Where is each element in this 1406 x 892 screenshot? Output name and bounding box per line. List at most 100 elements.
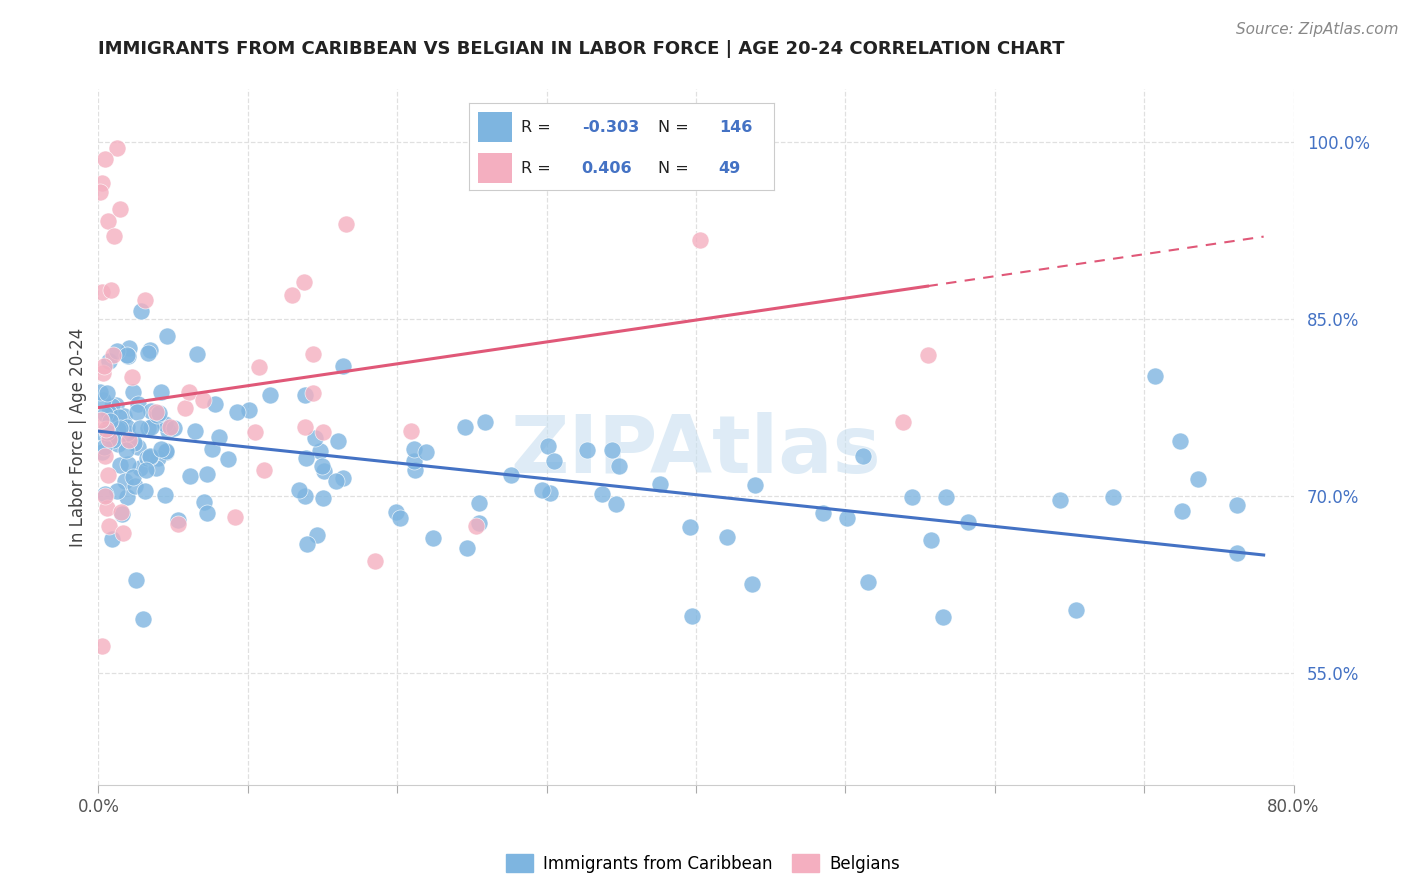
Point	[837, 510, 859, 524]
Point	[325, 474, 347, 488]
Point	[388, 511, 411, 525]
Point	[94, 422, 117, 436]
Point	[288, 483, 311, 498]
Point	[149, 384, 172, 399]
Point	[125, 405, 148, 419]
Point	[404, 454, 426, 468]
Point	[118, 433, 141, 447]
Point	[139, 404, 162, 418]
Point	[917, 347, 939, 361]
Point	[465, 518, 488, 533]
Point	[852, 450, 875, 464]
Point	[856, 574, 879, 589]
Point	[335, 217, 357, 231]
Point	[93, 440, 115, 454]
Point	[1143, 368, 1166, 383]
Point	[453, 420, 475, 434]
Point	[156, 329, 179, 343]
Point	[179, 468, 201, 483]
Point	[332, 470, 354, 484]
Point	[97, 214, 120, 228]
Point	[1171, 503, 1194, 517]
Point	[364, 554, 387, 568]
Point	[1226, 545, 1249, 559]
Point	[155, 445, 177, 459]
Point	[107, 422, 129, 436]
Point	[385, 505, 408, 519]
Point	[741, 576, 763, 591]
Point	[139, 449, 162, 463]
Point	[90, 444, 112, 458]
Point	[193, 392, 215, 407]
Point	[125, 573, 148, 587]
Point	[107, 437, 129, 451]
Point	[108, 202, 131, 216]
Point	[103, 430, 125, 444]
Point	[93, 393, 115, 408]
Point	[110, 505, 132, 519]
Point	[90, 413, 112, 427]
Point	[132, 612, 155, 626]
Point	[294, 420, 316, 434]
Point	[813, 506, 835, 520]
Point	[224, 509, 246, 524]
Point	[312, 425, 335, 439]
Point	[134, 293, 156, 307]
Point	[148, 406, 170, 420]
Point	[679, 520, 702, 534]
Point	[94, 408, 117, 422]
Point	[332, 359, 354, 373]
Point	[474, 415, 496, 429]
Point	[111, 507, 134, 521]
Point	[302, 347, 325, 361]
Point	[97, 353, 120, 368]
Point	[129, 460, 152, 475]
Point	[117, 458, 139, 472]
Y-axis label: In Labor Force | Age 20-24: In Labor Force | Age 20-24	[69, 327, 87, 547]
Point	[97, 468, 120, 483]
Point	[98, 414, 121, 428]
Point	[117, 426, 139, 441]
Point	[167, 516, 190, 531]
Text: ZIPAtlas: ZIPAtlas	[510, 412, 882, 490]
Point	[935, 491, 957, 505]
Point	[145, 461, 167, 475]
Point	[128, 420, 150, 434]
Text: Source: ZipAtlas.com: Source: ZipAtlas.com	[1236, 22, 1399, 37]
Point	[127, 441, 149, 455]
Point	[193, 494, 215, 508]
Point	[312, 491, 335, 505]
Point	[138, 450, 160, 464]
Point	[309, 443, 332, 458]
Point	[891, 415, 914, 429]
Point	[98, 518, 121, 533]
Point	[1226, 498, 1249, 512]
Point	[100, 283, 122, 297]
Point	[103, 228, 125, 243]
Point	[121, 370, 143, 384]
Point	[186, 347, 208, 361]
Point	[167, 513, 190, 527]
Point	[456, 541, 478, 556]
Point	[157, 424, 180, 438]
Point	[148, 412, 170, 426]
Point	[122, 470, 145, 484]
Point	[93, 449, 115, 463]
Point	[94, 487, 117, 501]
Point	[1187, 472, 1209, 486]
Point	[97, 406, 120, 420]
Point	[501, 467, 523, 482]
Point	[93, 359, 115, 373]
Point	[96, 425, 118, 440]
Point	[311, 458, 333, 473]
Point	[90, 176, 112, 190]
Point	[294, 387, 316, 401]
Point	[328, 434, 350, 448]
Point	[127, 397, 149, 411]
Point	[243, 425, 266, 439]
Point	[201, 442, 224, 457]
Point	[648, 477, 671, 491]
Point	[173, 401, 195, 416]
Point	[297, 537, 319, 551]
Point	[115, 490, 138, 504]
